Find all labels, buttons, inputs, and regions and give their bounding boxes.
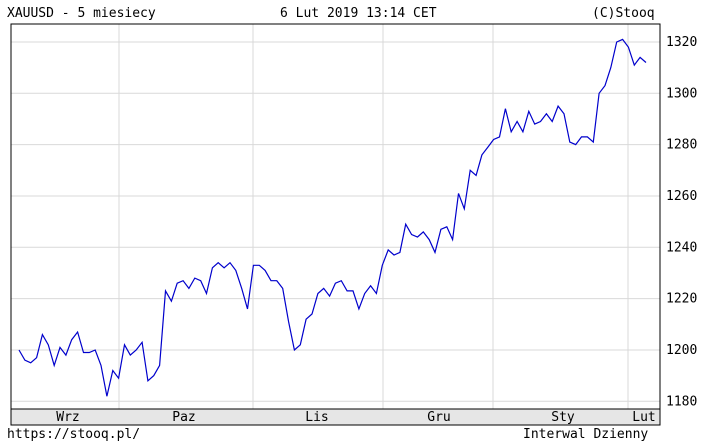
plot-frame: [10, 23, 661, 426]
y-tick-label: 1240: [666, 240, 697, 255]
y-tick-label: 1220: [666, 292, 697, 307]
x-month-label: Gru: [427, 410, 450, 425]
y-tick-label: 1280: [666, 138, 697, 153]
x-month-label: Paz: [172, 410, 195, 425]
interval-label: Interwal Dzienny: [523, 427, 649, 442]
x-month-label: Lis: [305, 410, 328, 425]
chart-timestamp: 6 Lut 2019 13:14 CET: [280, 6, 437, 21]
source-url[interactable]: https://stooq.pl/: [7, 427, 141, 442]
y-tick-label: 1320: [666, 35, 697, 50]
x-month-label: Sty: [551, 410, 575, 425]
y-axis-labels: 1180 1200 1220 1240 1260 1280 1300 1320: [666, 35, 697, 409]
x-month-label: Wrz: [56, 410, 79, 425]
x-gridlines: [118, 24, 629, 425]
y-tick-label: 1180: [666, 394, 697, 409]
y-tick-label: 1300: [666, 86, 697, 101]
x-month-label: Lut: [632, 410, 655, 425]
copyright-label: (C)Stooq: [592, 6, 655, 21]
chart-title: XAUUSD - 5 miesiecy: [7, 6, 156, 21]
y-tick-label: 1200: [666, 343, 697, 358]
plot-background: [10, 23, 661, 410]
price-series-line: [18, 38, 647, 397]
x-axis-labels: Wrz Paz Lis Gru Sty Lut: [56, 410, 655, 425]
y-tick-label: 1260: [666, 189, 697, 204]
